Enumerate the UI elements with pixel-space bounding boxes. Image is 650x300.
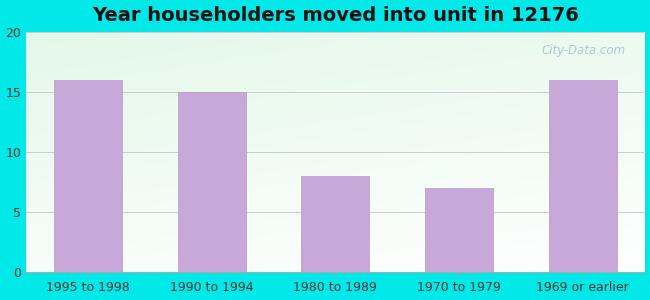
- Bar: [425, 188, 493, 272]
- Bar: [302, 176, 369, 272]
- Bar: [54, 80, 122, 272]
- Bar: [549, 80, 617, 272]
- Text: City-Data.com: City-Data.com: [541, 44, 626, 57]
- Title: Year householders moved into unit in 12176: Year householders moved into unit in 121…: [92, 6, 578, 25]
- Bar: [177, 92, 246, 272]
